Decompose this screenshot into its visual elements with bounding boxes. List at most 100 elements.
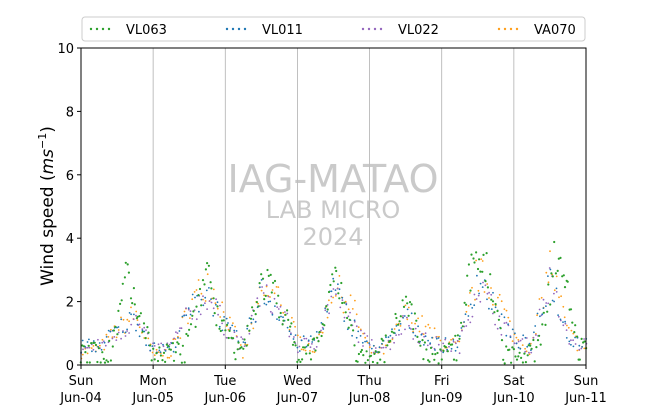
data-point-va070: [511, 340, 514, 342]
data-point-vl063: [179, 353, 182, 356]
data-point-vl011: [86, 341, 89, 343]
data-point-vl011: [359, 335, 362, 337]
legend-label-va070: VA070: [534, 23, 576, 38]
data-point-vl063: [536, 339, 540, 342]
data-point-vl063: [340, 281, 343, 285]
data-point-vl022: [357, 341, 360, 344]
data-point-vl063: [174, 351, 177, 354]
data-point-vl063: [260, 273, 263, 276]
data-point-vl063: [279, 311, 282, 315]
data-point-vl063: [434, 353, 437, 356]
data-point-vl063: [228, 329, 231, 332]
data-point-vl022: [402, 315, 404, 317]
data-point-vl011: [481, 286, 484, 288]
data-point-vl022: [488, 291, 490, 294]
data-point-vl063: [132, 287, 135, 290]
x-tick-label-day: Sat: [503, 374, 524, 389]
data-point-vl063: [109, 359, 112, 362]
data-point-va070: [465, 310, 468, 313]
data-point-vl011: [446, 348, 448, 351]
data-point-vl011: [288, 330, 291, 333]
x-tick-label-day: Sun: [69, 374, 94, 389]
data-point-vl011: [351, 334, 353, 337]
data-point-vl063: [542, 311, 545, 314]
data-point-vl011: [568, 340, 571, 343]
data-point-vl011: [547, 275, 549, 277]
data-point-va070: [328, 299, 330, 302]
data-point-vl011: [507, 323, 509, 326]
data-point-vl063: [318, 330, 321, 334]
data-point-vl022: [412, 338, 415, 340]
data-point-vl011: [292, 338, 295, 340]
data-point-va070: [357, 326, 360, 329]
data-point-vl063: [377, 351, 380, 354]
data-point-vl063: [275, 302, 278, 305]
data-point-vl011: [361, 341, 364, 344]
data-point-vl022: [195, 318, 198, 321]
data-point-vl011: [136, 323, 139, 326]
data-point-vl011: [189, 313, 192, 316]
data-point-vl063: [272, 281, 275, 284]
data-point-vl063: [316, 336, 319, 339]
data-point-va070: [282, 311, 285, 314]
data-point-vl022: [473, 293, 476, 296]
data-point-vl011: [138, 335, 141, 338]
data-point-vl022: [273, 297, 276, 300]
data-point-vl022: [366, 335, 369, 337]
data-point-va070: [475, 259, 477, 262]
data-point-vl011: [478, 292, 480, 295]
x-tick-label-date: Jun-06: [204, 391, 247, 406]
data-point-vl022: [179, 327, 181, 329]
data-point-vl063: [512, 348, 516, 351]
data-point-va070: [219, 316, 222, 318]
data-point-vl011: [322, 328, 325, 330]
data-point-vl063: [299, 360, 302, 363]
data-point-vl011: [479, 282, 482, 285]
data-point-vl011: [423, 344, 425, 346]
data-point-vl022: [498, 315, 501, 318]
data-point-vl022: [353, 320, 356, 323]
data-point-va070: [135, 310, 138, 313]
data-point-vl063: [240, 346, 243, 349]
data-point-va070: [517, 339, 520, 341]
data-point-vl063: [444, 346, 447, 349]
legend-marker-vl063: [89, 27, 93, 31]
data-point-vl063: [107, 360, 110, 363]
data-point-vl011: [469, 303, 472, 306]
data-point-vl063: [373, 352, 376, 355]
data-point-va070: [115, 336, 118, 339]
data-point-vl063: [348, 318, 351, 321]
data-point-vl063: [547, 283, 550, 286]
data-point-va070: [558, 296, 560, 299]
data-point-vl022: [490, 293, 493, 296]
data-point-vl063: [421, 339, 424, 342]
data-point-vl011: [490, 308, 493, 310]
data-point-vl011: [410, 312, 413, 315]
x-tick-label-day: Tue: [213, 374, 236, 389]
data-point-vl063: [366, 359, 369, 362]
data-point-vl011: [476, 274, 478, 277]
data-point-vl011: [302, 335, 305, 338]
data-point-vl063: [88, 361, 91, 364]
data-point-va070: [300, 348, 303, 351]
data-point-vl022: [570, 339, 572, 342]
data-point-va070: [302, 348, 305, 351]
data-point-vl022: [217, 313, 220, 316]
data-point-va070: [313, 351, 316, 354]
data-point-va070: [162, 354, 164, 357]
legend-marker-vl063: [101, 27, 105, 31]
data-point-vl011: [402, 316, 404, 319]
data-point-vl063: [490, 298, 493, 301]
data-point-vl011: [526, 345, 529, 348]
data-point-vl063: [343, 301, 346, 304]
data-point-vl063: [423, 341, 426, 344]
data-point-va070: [418, 330, 421, 333]
data-point-vl011: [424, 335, 427, 338]
data-point-vl011: [515, 342, 518, 345]
legend-marker-vl063: [107, 27, 111, 31]
data-point-vl022: [277, 308, 280, 310]
data-point-vl022: [362, 345, 364, 347]
data-point-vl063: [232, 337, 235, 340]
data-point-vl011: [444, 337, 447, 339]
legend-frame: [81, 16, 586, 42]
